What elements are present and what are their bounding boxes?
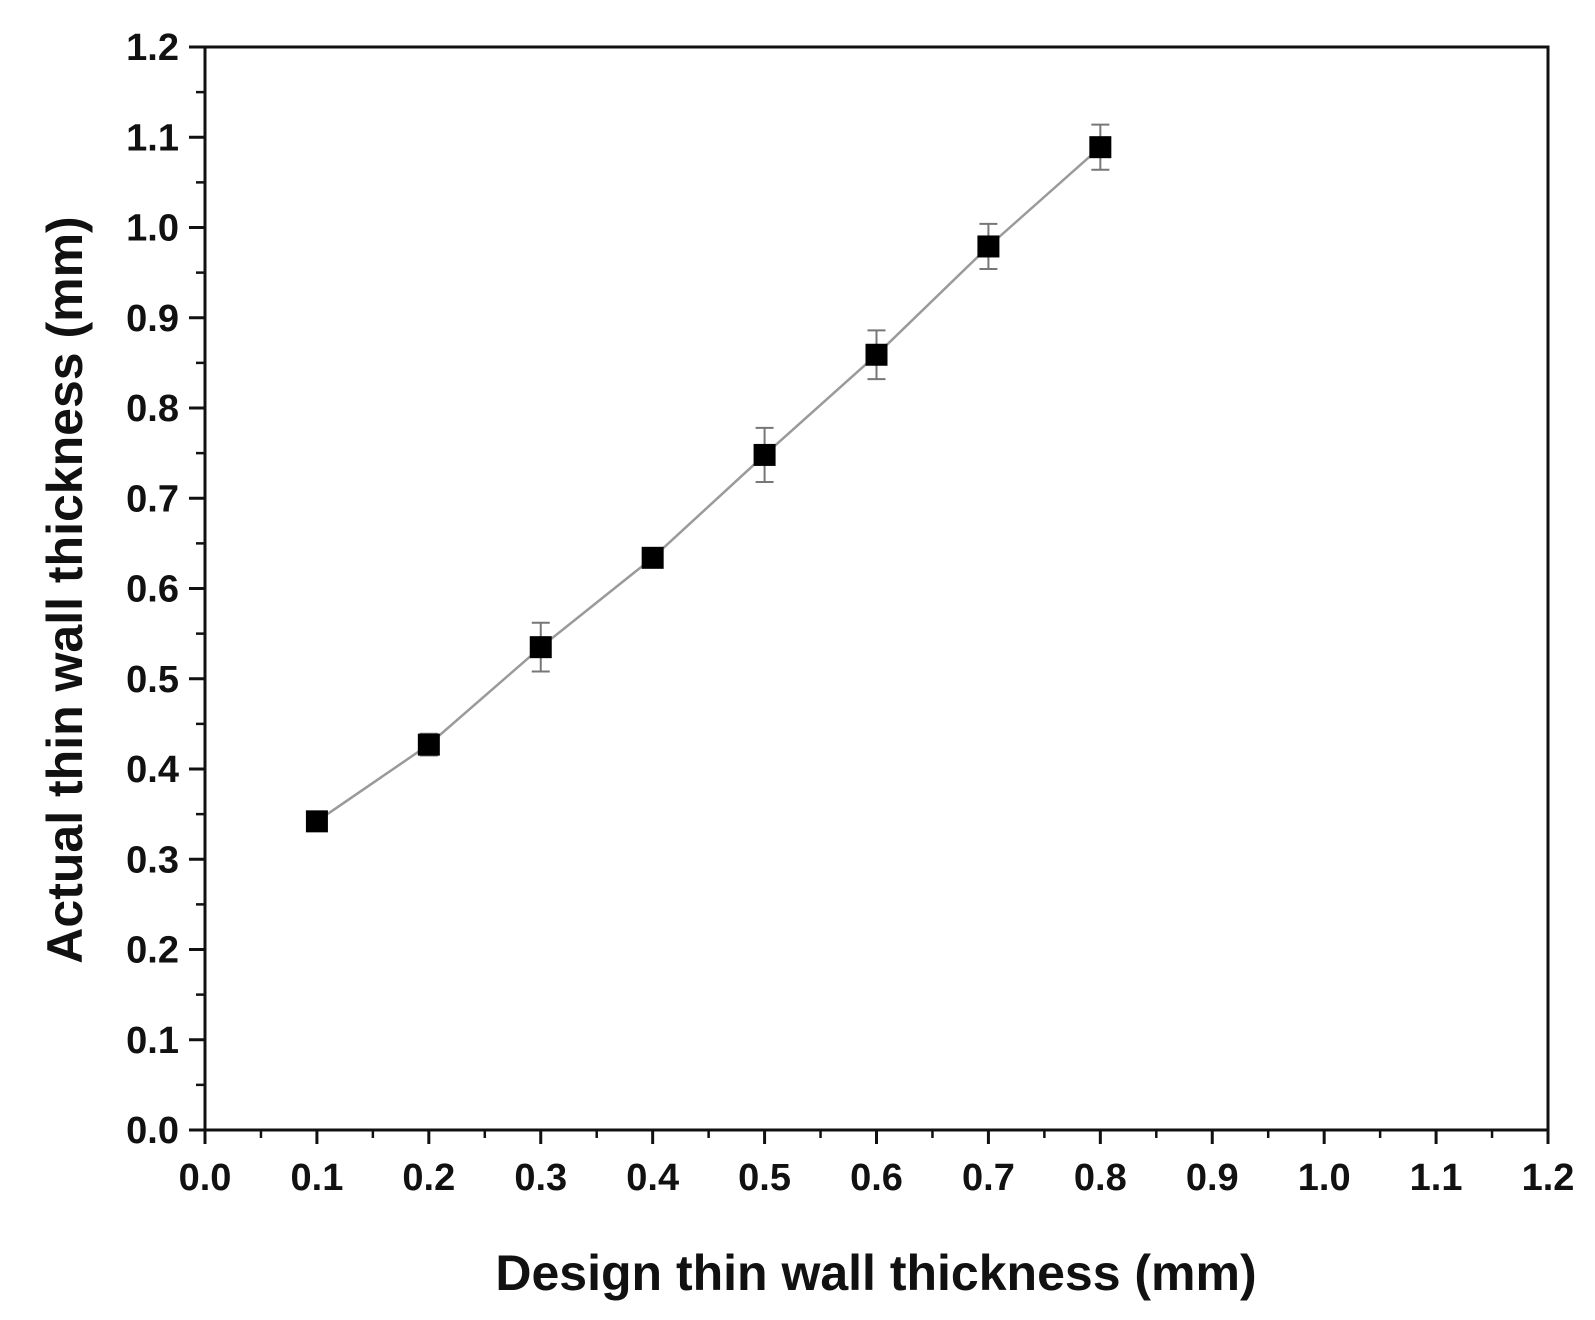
y-tick-label: 0.8 xyxy=(126,388,179,430)
data-point xyxy=(305,810,328,833)
x-tick-label: 0.4 xyxy=(626,1157,679,1199)
y-tick-label: 0.0 xyxy=(126,1110,179,1152)
x-tick-label: 1.1 xyxy=(1410,1157,1463,1199)
y-tick-label: 0.5 xyxy=(126,659,179,701)
x-tick-label: 0.9 xyxy=(1186,1157,1239,1199)
data-point xyxy=(417,733,440,756)
data-point xyxy=(977,235,1000,258)
y-axis-title: Actual thin wall thickness (mm) xyxy=(37,216,93,963)
series-line xyxy=(316,146,1102,823)
x-tick-label: 0.6 xyxy=(850,1157,903,1199)
x-axis-title: Design thin wall thickness (mm) xyxy=(495,1245,1256,1301)
y-tick-label: 0.7 xyxy=(126,478,179,520)
x-tick-label: 1.2 xyxy=(1522,1157,1575,1199)
x-axis-ticks: 0.0 0.1 0.2 0.3 0.4 0.5 0.6 0.7 0.8 0.9 1.0 1.1 1.2 xyxy=(179,1130,1575,1199)
x-tick-label: 0.1 xyxy=(291,1157,344,1199)
data-markers-group xyxy=(305,136,1112,833)
y-axis-ticks: 0.0 0.1 0.2 0.3 0.4 0.5 0.6 0.7 0.8 0.9 1.0 1.1 1.2 xyxy=(126,27,205,1152)
y-tick-label: 1.0 xyxy=(126,208,179,250)
x-tick-label: 0.7 xyxy=(962,1157,1015,1199)
y-tick-label: 0.4 xyxy=(126,749,179,791)
x-tick-label: 0.8 xyxy=(1074,1157,1127,1199)
x-tick-label: 0.3 xyxy=(514,1157,567,1199)
y-tick-label: 0.3 xyxy=(126,839,179,881)
data-point xyxy=(753,443,776,466)
x-tick-label: 0.5 xyxy=(738,1157,791,1199)
y-tick-label: 0.2 xyxy=(126,930,179,972)
data-point xyxy=(1089,136,1112,159)
y-tick-label: 0.9 xyxy=(126,298,179,340)
y-tick-label: 0.1 xyxy=(126,1020,179,1062)
data-point xyxy=(529,636,552,659)
y-tick-label: 1.2 xyxy=(126,27,179,69)
plot-frame xyxy=(203,45,1550,1132)
x-tick-label: 0.2 xyxy=(402,1157,455,1199)
x-tick-label: 1.0 xyxy=(1298,1157,1351,1199)
data-point xyxy=(641,546,664,569)
x-tick-label: 0.0 xyxy=(179,1157,232,1199)
series-line-group xyxy=(316,146,1102,823)
y-tick-label: 1.1 xyxy=(126,117,179,159)
y-tick-label: 0.6 xyxy=(126,569,179,611)
data-point xyxy=(865,343,888,366)
error-bars-group xyxy=(307,123,1110,830)
